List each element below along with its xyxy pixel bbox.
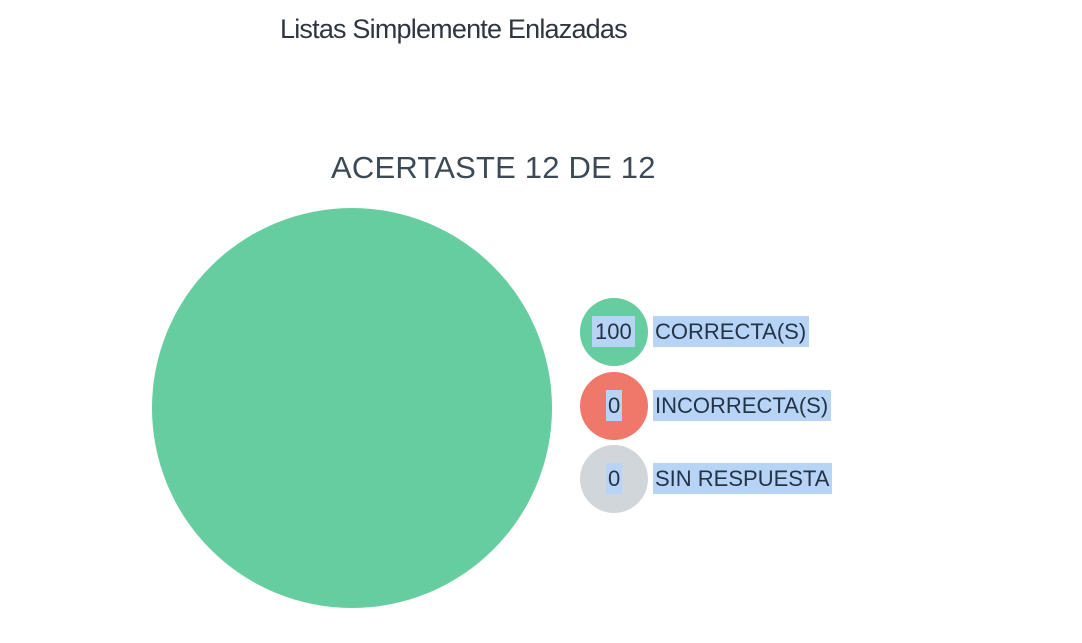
legend-label-unanswered: SIN RESPUESTA	[653, 463, 833, 494]
legend-label-correct: CORRECTA(S)	[653, 316, 810, 347]
score-heading: ACERTASTE 12 DE 12	[331, 150, 656, 185]
legend-label-incorrect: INCORRECTA(S)	[653, 390, 832, 421]
legend-value-incorrect: 0	[606, 390, 623, 421]
pie-slice-correcta-s	[152, 208, 552, 608]
results-pie-chart	[152, 208, 552, 608]
legend-value-correct: 100	[592, 316, 635, 347]
legend-value-unanswered: 0	[606, 463, 623, 494]
page-title: Listas Simplemente Enlazadas	[280, 14, 628, 44]
